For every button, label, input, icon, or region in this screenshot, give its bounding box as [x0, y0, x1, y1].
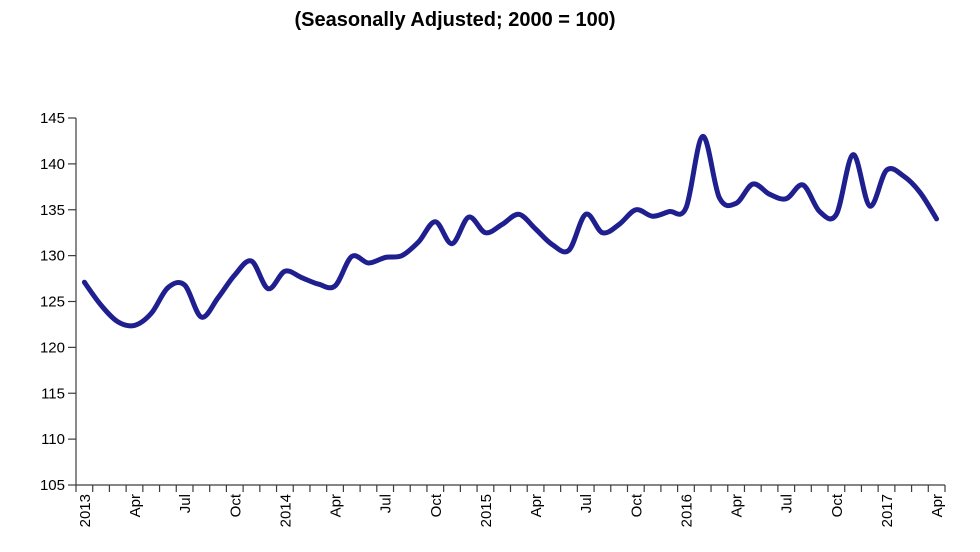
x-tick-label: Oct [628, 493, 645, 517]
y-tick-label: 140 [40, 156, 65, 173]
x-tick-label: Oct [227, 493, 244, 517]
chart-title: (Seasonally Adjusted; 2000 = 100) [294, 9, 615, 31]
y-tick-label: 120 [40, 339, 65, 356]
y-tick-label: 110 [41, 431, 65, 448]
x-tick-label: 2017 [879, 494, 896, 527]
x-tick-label: Apr [528, 494, 545, 517]
x-tick-label: Oct [829, 493, 846, 517]
x-axis: 2013 Apr Jul Oct 2014 Apr Jul Oct 2015 Apr Jul Oct 2… [75, 484, 946, 527]
y-tick-label: 105 [40, 477, 65, 494]
x-tick-label: Jul [177, 494, 194, 513]
y-tick-label: 135 [40, 202, 65, 219]
x-tick-label: Apr [729, 494, 746, 517]
x-tick-label: Jul [779, 494, 796, 513]
y-tick-label: 125 [40, 294, 65, 311]
y-tick-label: 115 [41, 385, 65, 402]
x-tick-label: Apr [127, 494, 144, 517]
x-tick-label: 2015 [478, 494, 495, 527]
x-tick-label: Apr [929, 494, 946, 517]
y-axis: 145 140 135 130 125 120 115 110 105 [40, 110, 77, 494]
x-tick-label: 2014 [277, 494, 294, 527]
x-tick-label: Apr [328, 494, 345, 517]
x-tick-label: 2016 [679, 494, 696, 527]
x-tick-label: Jul [578, 494, 595, 513]
x-tick-label: 2013 [77, 494, 94, 527]
y-tick-label: 130 [40, 248, 65, 265]
y-tick-label: 145 [40, 110, 65, 127]
data-series-line [81, 133, 940, 329]
x-tick-label: Jul [378, 494, 395, 513]
x-tick-label: Oct [428, 493, 445, 517]
